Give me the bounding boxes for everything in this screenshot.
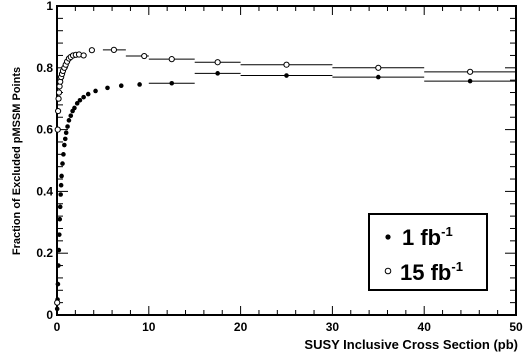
legend-label-1fb: 1 fb-1 (402, 224, 453, 250)
data-point-1fb (105, 85, 110, 91)
data-point-15fb (88, 47, 95, 54)
plot-frame (56, 5, 517, 316)
x-tick-label: 20 (234, 320, 248, 334)
y-tick-label: 0.6 (36, 123, 53, 137)
data-point-1fb (66, 118, 72, 123)
legend-label-15fb-name: 15 fb (400, 260, 451, 285)
data-point-1fb (68, 113, 74, 118)
data-point-1fb (56, 263, 61, 268)
data-point-1fb (63, 130, 69, 135)
data-point-1fb (376, 74, 381, 80)
data-point-1fb (169, 80, 175, 86)
legend-box (368, 213, 488, 291)
data-point-1fb (56, 232, 62, 237)
data-point-15fb (283, 61, 290, 68)
data-point-1fb (60, 161, 65, 166)
data-point-15fb (141, 52, 148, 60)
data-point-1fb (57, 216, 63, 222)
data-point-1fb (58, 182, 64, 188)
data-point-1fb (467, 78, 473, 84)
data-point-1fb (118, 83, 124, 89)
data-point-1fb (57, 204, 63, 210)
data-point-1fb (284, 73, 289, 78)
data-point-15fb (55, 107, 62, 115)
legend-label-15fb-sup: -1 (451, 259, 463, 274)
data-point-15fb (110, 46, 118, 53)
y-tick-label: 0.2 (36, 246, 53, 260)
data-point-15fb (80, 52, 87, 59)
data-point-1fb (59, 173, 64, 179)
data-point-1fb (65, 124, 70, 129)
data-point-1fb (72, 105, 77, 111)
x-tick-label: 50 (509, 320, 523, 334)
data-point-1fb (77, 97, 83, 103)
data-point-1fb (215, 71, 220, 76)
y-tick-label: 1 (46, 0, 53, 13)
data-point-1fb (56, 247, 62, 253)
axis-ticks: 0 10 20 30 40 50 0 0.2 0.4 0.6 0.8 1 (36, 0, 523, 334)
data-point-15fb (467, 68, 474, 75)
data-point-1fb (58, 192, 63, 197)
data-point-15fb (54, 299, 61, 306)
data-point-1fb (62, 142, 67, 148)
data-point-15fb (168, 56, 175, 63)
data-point-1fb (61, 152, 66, 157)
data-point-15fb (55, 95, 62, 102)
data-point-1fb (137, 82, 142, 87)
data-point-1fb (74, 101, 80, 106)
legend-label-15fb: 15 fb-1 (400, 259, 463, 285)
y-axis-label: Fraction of Excluded pMSSM Points (11, 67, 23, 255)
legend-label-1fb-name: 1 fb (402, 225, 441, 250)
x-tick-label: 30 (326, 320, 340, 334)
y-tick-label: 0.8 (36, 61, 53, 75)
x-tick-label: 10 (142, 320, 156, 334)
legend-label-1fb-sup: -1 (441, 224, 453, 239)
data-point-1fb (85, 91, 91, 97)
data-points (54, 46, 474, 312)
x-tick-label: 0 (54, 320, 61, 334)
x-axis-label: SUSY Inclusive Cross Section (pb) (304, 337, 518, 352)
data-point-15fb (375, 64, 382, 71)
data-point-15fb (55, 89, 63, 96)
data-point-1fb (81, 94, 86, 100)
y-tick-label: 0.4 (36, 184, 53, 198)
data-point-1fb (62, 136, 68, 142)
data-point-15fb (54, 126, 61, 133)
bin-lines (102, 49, 516, 84)
legend-marker-open (384, 267, 392, 275)
data-point-1fb (54, 306, 60, 312)
data-point-1fb (55, 281, 61, 287)
legend: 1 fb-1 15 fb-1 (368, 213, 488, 291)
x-tick-label: 40 (418, 320, 432, 334)
data-point-1fb (93, 88, 98, 94)
y-tick-label: 0 (46, 308, 53, 322)
data-point-15fb (214, 59, 221, 66)
legend-marker-filled (385, 234, 391, 240)
